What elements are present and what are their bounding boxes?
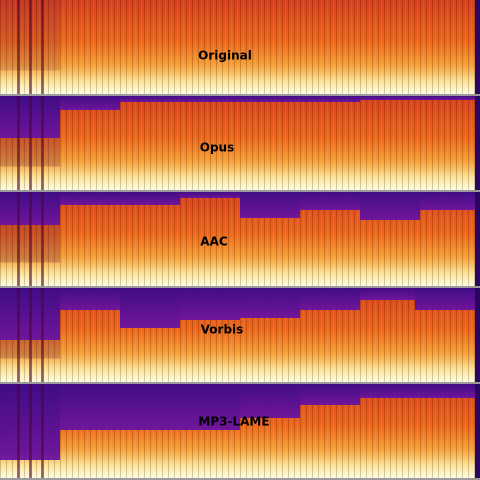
cutoff-band [60, 288, 120, 310]
separator [0, 478, 480, 480]
stripe [17, 192, 20, 286]
stripe [17, 288, 20, 382]
cutoff-band [360, 192, 420, 220]
stripe [41, 192, 44, 286]
edge [475, 96, 480, 190]
cutoff-band [180, 288, 240, 320]
panel-label: MP3-LAME [198, 415, 269, 429]
cutoff-band [360, 384, 475, 398]
stripe [29, 288, 32, 382]
stripe [29, 384, 32, 478]
stripe [29, 96, 32, 190]
cutoff-band [180, 192, 240, 198]
stripe [17, 96, 20, 190]
panel-label: Vorbis [201, 323, 244, 337]
cutoff-band [415, 288, 475, 310]
cutoff-band [300, 192, 360, 210]
cutoff-band [360, 96, 475, 100]
cutoff-band [240, 288, 300, 318]
cutoff-band [240, 384, 300, 418]
panel-label: Original [198, 49, 252, 63]
stripe [29, 192, 32, 286]
stripe [17, 384, 20, 478]
cutoff-band [120, 288, 180, 328]
separator [0, 190, 480, 192]
stripe [17, 0, 20, 94]
cutoff-band [300, 288, 360, 310]
panel-label: AAC [200, 235, 228, 249]
cutoff-band [60, 192, 180, 205]
cutoff-band [240, 192, 300, 218]
stripe [29, 0, 32, 94]
stripe [41, 384, 44, 478]
separator [0, 382, 480, 384]
edge [475, 0, 480, 94]
stripe [41, 0, 44, 94]
edge [475, 384, 480, 478]
cutoff-band [300, 384, 360, 405]
texture [0, 0, 475, 94]
cutoff-band [420, 192, 475, 210]
separator [0, 286, 480, 288]
cutoff-band [120, 96, 360, 102]
cutoff-band [60, 96, 120, 110]
separator [0, 94, 480, 96]
stripe [41, 288, 44, 382]
stripe [41, 96, 44, 190]
edge [475, 192, 480, 286]
cutoff-band [360, 288, 415, 300]
panel-label: Opus [200, 141, 234, 155]
edge [475, 288, 480, 382]
texture [0, 96, 475, 190]
cutoff-band [60, 384, 240, 430]
